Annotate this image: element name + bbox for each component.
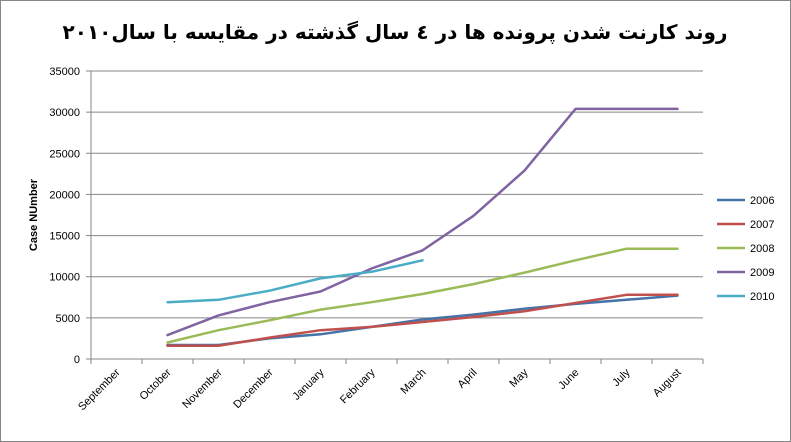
x-tick-label: July bbox=[610, 366, 633, 389]
y-axis-title: Case NUmber bbox=[28, 178, 40, 251]
x-tick-label: November bbox=[180, 366, 225, 411]
x-tick-label: December bbox=[231, 366, 276, 411]
chart-title: روند کارنت شدن پرونده ها در ٤ سال گذشته … bbox=[63, 20, 728, 45]
x-tick-label: March bbox=[399, 367, 429, 397]
legend-label-2009: 2009 bbox=[750, 267, 774, 279]
legend-label-2007: 2007 bbox=[750, 219, 774, 231]
series-line-2010 bbox=[166, 259, 424, 304]
x-tick-labels: September October November December January F… bbox=[76, 366, 684, 413]
legend-label-2010: 2010 bbox=[750, 291, 774, 303]
series-lines bbox=[166, 107, 679, 348]
x-tick-label: February bbox=[338, 366, 378, 406]
x-tick-label: October bbox=[137, 366, 173, 402]
axes bbox=[90, 71, 704, 364]
series-line-2009 bbox=[166, 107, 679, 337]
y-tick-labels: 0 5000 10000 15000 20000 25000 30000 35000 bbox=[49, 66, 80, 366]
y-tick-label: 5000 bbox=[56, 313, 80, 325]
y-tick-label: 30000 bbox=[49, 107, 80, 119]
x-tick-label: January bbox=[290, 366, 327, 403]
y-tick-label: 20000 bbox=[49, 189, 80, 201]
legend-label-2008: 2008 bbox=[750, 243, 774, 255]
y-tick-label: 0 bbox=[74, 354, 80, 366]
legend-label-2006: 2006 bbox=[750, 195, 774, 207]
legend: 2006 2007 2008 2009 2010 bbox=[717, 195, 774, 303]
x-tick-label: May bbox=[507, 366, 531, 390]
series-line-2008 bbox=[166, 247, 679, 344]
x-tick-label: September bbox=[76, 366, 123, 413]
series-line-2007 bbox=[166, 293, 679, 348]
y-tick-label: 10000 bbox=[49, 272, 80, 284]
x-tick-label: June bbox=[556, 367, 581, 392]
x-tick-label: August bbox=[651, 367, 684, 400]
x-tick-label: April bbox=[456, 367, 480, 391]
gridlines bbox=[86, 70, 703, 360]
y-tick-label: 35000 bbox=[49, 66, 80, 78]
y-tick-label: 15000 bbox=[49, 231, 80, 243]
y-tick-label: 25000 bbox=[49, 148, 80, 160]
series-line-2006 bbox=[166, 294, 679, 347]
